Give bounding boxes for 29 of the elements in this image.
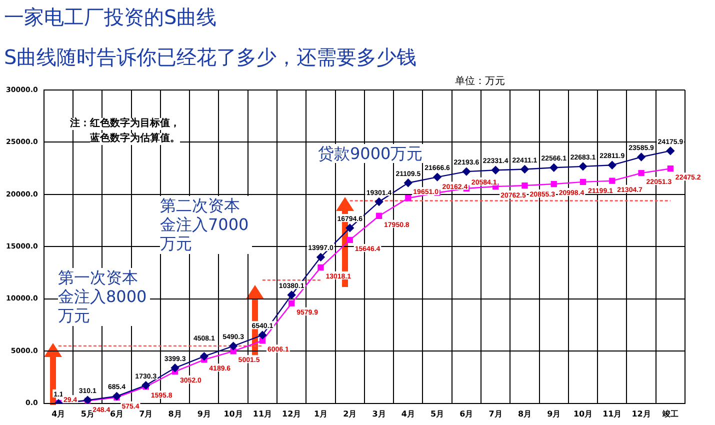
- x-tick-label: 3月: [372, 409, 386, 418]
- annotation: 第二次资本金注入7000万元: [160, 196, 252, 254]
- annotation: 第一次资本金注入8000万元: [58, 268, 150, 326]
- x-tick-label: 6月: [460, 409, 474, 418]
- x-tick-label: 1月: [314, 409, 328, 418]
- annotation: 注：红色数字为目标值，: [70, 118, 180, 130]
- x-tick-label: 7月: [488, 409, 502, 418]
- chart-title: 一家电工厂投资的S曲线: [4, 4, 217, 31]
- x-tick-label: 10月: [573, 409, 593, 418]
- x-tick-label: 12月: [282, 409, 302, 418]
- x-tick-label: 7月: [139, 409, 153, 418]
- text: 单位：万元: [455, 76, 505, 88]
- x-tick-label: 竣工: [661, 409, 678, 418]
- chart-subtitle: S曲线随时告诉你已经花了多少，还需要多少钱: [4, 44, 417, 71]
- x-tick-label: 12月: [632, 409, 651, 418]
- x-tick-label: 6月: [110, 409, 124, 418]
- x-tick-label: 8月: [168, 409, 182, 418]
- x-tick-label: 9月: [197, 409, 211, 418]
- x-tick-label: 10月: [224, 409, 243, 418]
- x-tick-label: 11月: [602, 409, 622, 418]
- x-tick-label: 8月: [518, 409, 532, 418]
- annotation: 贷款9000万元: [318, 144, 423, 164]
- x-tick-label: 4月: [52, 409, 66, 418]
- x-tick-label: 9月: [547, 409, 561, 418]
- x-tick-label: 11月: [252, 409, 272, 418]
- x-tick-label: 2月: [343, 409, 357, 418]
- x-tick-label: 4月: [401, 409, 415, 418]
- x-tick-label: 5月: [430, 409, 444, 418]
- annotation: 蓝色数字为估算值。: [90, 133, 180, 145]
